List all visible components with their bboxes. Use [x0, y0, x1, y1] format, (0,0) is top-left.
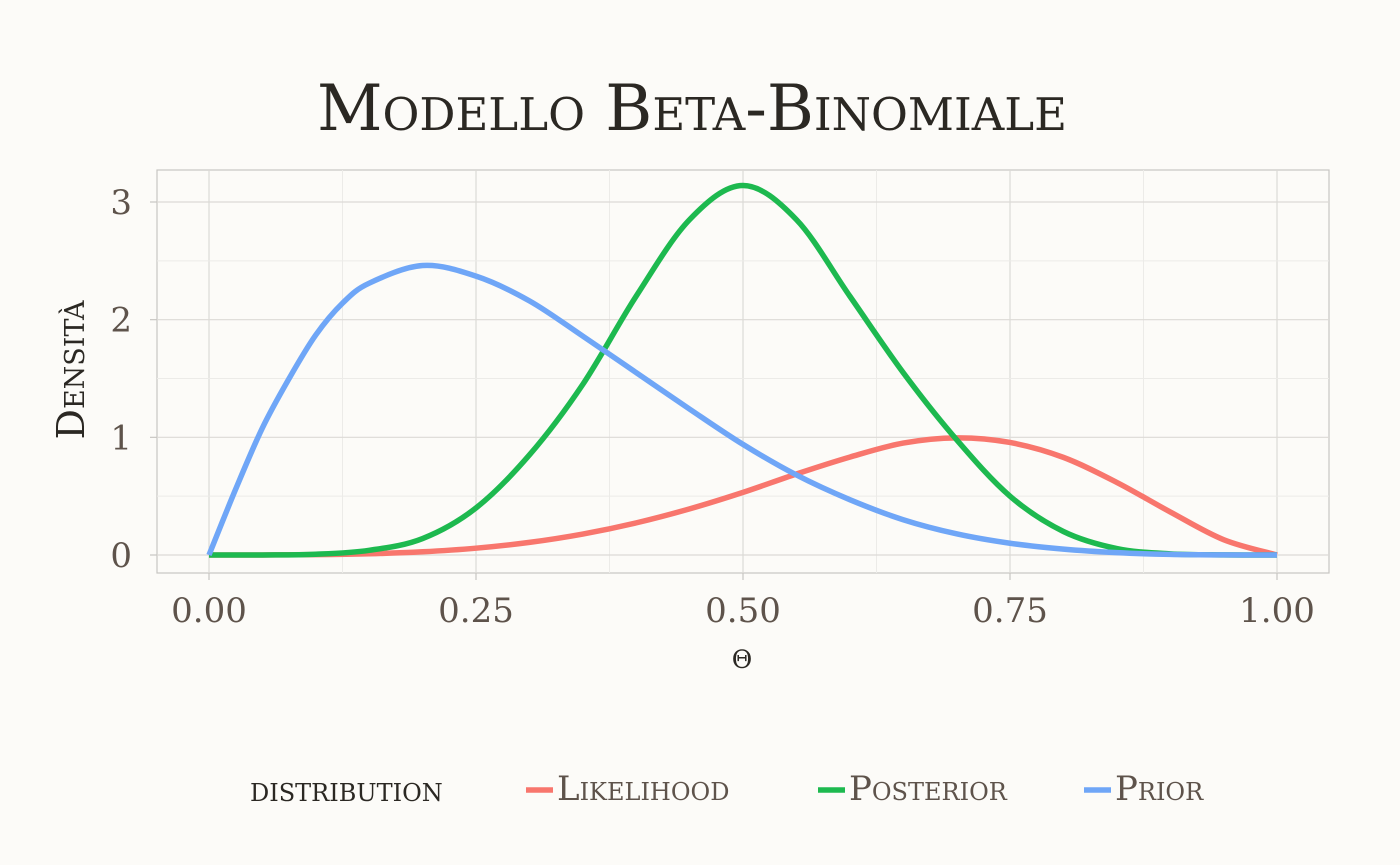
- chart-title: Modello Beta-Binomiale: [317, 72, 1067, 146]
- x-axis-label: θ: [732, 636, 753, 677]
- legend-title: distribution: [250, 770, 443, 810]
- x-tick-label: 0.50: [705, 591, 781, 631]
- series-line-prior: [206, 262, 1278, 558]
- x-tick-label: 0.75: [972, 591, 1048, 631]
- x-tick-label: 0.00: [171, 591, 247, 631]
- x-tick-label: 0.25: [438, 591, 514, 631]
- y-tick-label: 0: [110, 536, 132, 576]
- series-line-likelihood: [208, 435, 1278, 558]
- y-axis-label: Densità: [49, 300, 93, 439]
- legend: distribution Likelihood Posterior Prior: [250, 769, 1204, 810]
- legend-label-likelihood: Likelihood: [557, 769, 729, 809]
- y-tick-label: 2: [110, 301, 132, 341]
- series-lines: [206, 182, 1278, 558]
- legend-label-prior: Prior: [1115, 769, 1204, 809]
- x-tick-labels: 0.00 0.25 0.50 0.75 1.00: [171, 591, 1315, 631]
- legend-label-posterior: Posterior: [849, 769, 1008, 809]
- y-gridlines: [150, 201, 1329, 556]
- y-tick-labels: 0 1 2 3: [110, 183, 132, 576]
- y-tick-label: 3: [110, 183, 132, 223]
- series-line-posterior: [208, 182, 1278, 558]
- y-tick-label: 1: [110, 418, 132, 458]
- x-gridlines: [208, 170, 1278, 580]
- x-tick-label: 1.00: [1239, 591, 1315, 631]
